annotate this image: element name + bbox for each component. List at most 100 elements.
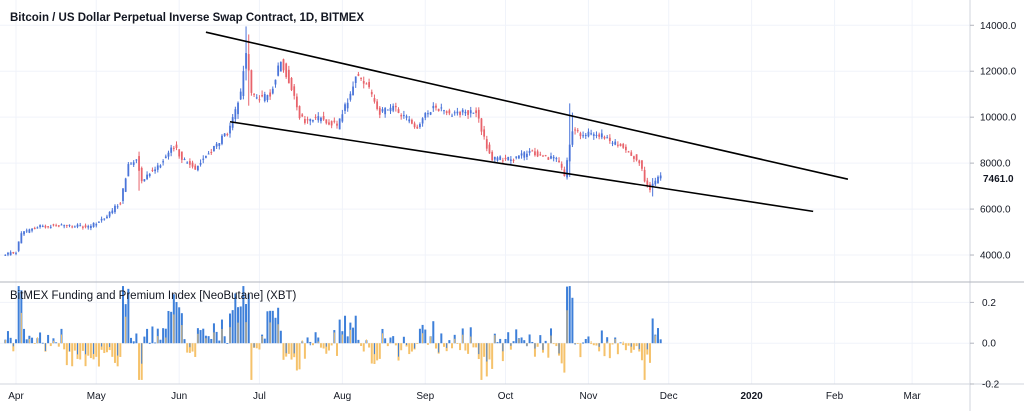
- candle-up: [213, 145, 215, 151]
- funding-bar: [464, 343, 467, 351]
- candle-up: [344, 104, 346, 111]
- funding-bar: [162, 328, 165, 344]
- funding-bar: [151, 326, 154, 344]
- trendline-upper[interactable]: [205, 31, 849, 180]
- candle-up: [461, 109, 464, 113]
- grid-layer: [0, 0, 970, 385]
- candle-down: [282, 59, 285, 71]
- funding-bar: [84, 343, 87, 367]
- premium-bar: [638, 343, 640, 350]
- candle-down: [619, 143, 622, 147]
- candle-down: [360, 77, 362, 79]
- trendline-lower[interactable]: [229, 120, 814, 213]
- candle-down: [376, 101, 379, 109]
- premium-bar: [365, 339, 367, 344]
- candle-up: [528, 151, 531, 153]
- funding-bar: [467, 343, 470, 354]
- funding-bar: [239, 306, 242, 344]
- premium-bar: [414, 343, 416, 349]
- funding-bar: [242, 286, 245, 344]
- funding-bar: [386, 343, 389, 347]
- candle-down: [57, 225, 60, 227]
- funding-bar: [434, 343, 437, 349]
- candle-up: [127, 164, 130, 177]
- funding-bar: [360, 343, 363, 347]
- candle-down: [178, 149, 181, 157]
- candle-up: [443, 110, 445, 112]
- funding-bar: [87, 343, 90, 356]
- candle-up: [95, 224, 98, 226]
- candle-down: [603, 136, 606, 139]
- funding-bar: [263, 338, 266, 344]
- candle-down: [448, 110, 451, 114]
- funding-bar: [619, 342, 622, 344]
- candle-up: [507, 156, 510, 161]
- price-axis[interactable]: 14000.0 12000.0 10000.0 8000.0 6000.0 4000.0: [970, 21, 1017, 262]
- funding-bar: [491, 343, 494, 369]
- funding-bar: [408, 343, 411, 355]
- candle-up: [469, 110, 472, 114]
- candle-up: [124, 178, 127, 192]
- candle-up: [464, 111, 467, 114]
- candle-down: [188, 161, 191, 165]
- funding-bar: [311, 343, 314, 346]
- funding-bar: [33, 343, 36, 344]
- candle-down: [579, 133, 582, 137]
- candle-down: [416, 126, 419, 129]
- candle-up: [73, 226, 76, 228]
- funding-bar: [330, 343, 333, 346]
- premium-bar: [582, 343, 584, 344]
- candle-down: [84, 225, 87, 228]
- candle-down: [373, 98, 376, 102]
- funding-bar: [344, 315, 347, 344]
- time-tick-label: Mar: [904, 391, 922, 402]
- candle-down: [298, 106, 301, 119]
- candle-down: [477, 109, 480, 119]
- funding-bar: [448, 340, 451, 344]
- premium-bar: [60, 334, 62, 344]
- funding-bar: [595, 343, 598, 346]
- candle-up: [242, 71, 245, 96]
- candle-up: [239, 91, 242, 100]
- candle-up: [221, 135, 223, 144]
- premium-bar: [125, 316, 127, 344]
- candle-down: [140, 167, 143, 182]
- funding-bar: [9, 337, 12, 344]
- candle-up: [309, 119, 312, 122]
- funding-bar: [194, 343, 197, 357]
- premium-bar: [157, 336, 159, 344]
- candle-up: [392, 105, 395, 111]
- funding-bar: [202, 328, 205, 344]
- candle-up: [659, 175, 662, 179]
- candle-down: [483, 129, 486, 137]
- candle-down: [314, 116, 317, 118]
- premium-bar: [117, 343, 119, 356]
- funding-bar: [582, 342, 585, 344]
- premium-bar: [646, 343, 648, 350]
- candle-up: [493, 156, 496, 160]
- candle-up: [207, 153, 210, 155]
- candle-down: [285, 63, 288, 78]
- candle-up: [614, 141, 617, 145]
- funding-bar: [598, 343, 601, 352]
- time-axis[interactable]: Apr May Jun Jul Aug Sep Oct Nov Dec 2020 Feb Mar: [8, 391, 921, 402]
- time-tick-label: Aug: [333, 391, 351, 402]
- trendlines[interactable]: [205, 31, 849, 213]
- indicator-axis[interactable]: 0.2 0.0 -0.2: [970, 298, 1000, 391]
- premium-bar: [12, 343, 14, 347]
- candle-down: [362, 81, 365, 84]
- funding-bar: [306, 337, 309, 344]
- candle-down: [191, 162, 194, 167]
- candle-down: [608, 137, 611, 141]
- funding-bar: [279, 330, 282, 344]
- funding-bar: [533, 343, 536, 357]
- candle-down: [330, 121, 333, 126]
- funding-bar: [52, 338, 55, 344]
- funding-bar: [590, 343, 593, 345]
- premium-bar: [606, 341, 608, 344]
- premium-bar: [309, 343, 311, 346]
- candle-up: [419, 124, 421, 128]
- candle-up: [202, 158, 205, 160]
